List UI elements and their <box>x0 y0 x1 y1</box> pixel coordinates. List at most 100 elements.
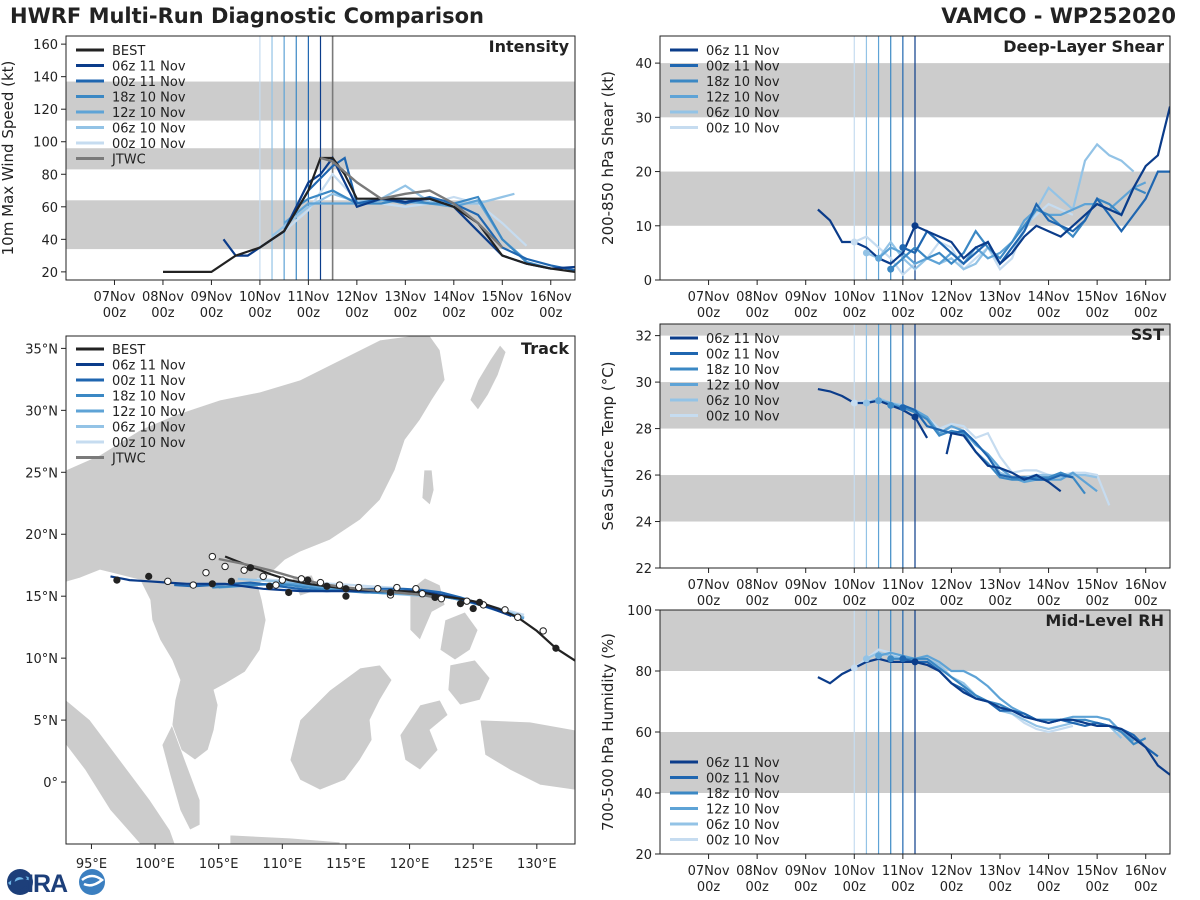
rh-xtick-label: 09Nov <box>785 864 827 879</box>
shear-series-1 <box>902 170 1170 266</box>
track-lat-label: 25°N <box>25 466 58 481</box>
track-jtwc-point <box>272 581 280 589</box>
intensity-xtick-label: 15Nov <box>481 290 523 305</box>
rh-title: Mid-Level RH <box>1045 611 1164 630</box>
track-best-point <box>342 592 350 600</box>
track-jtwc-point <box>221 562 229 571</box>
rh-legend-label: 18z 10 Nov <box>706 787 780 802</box>
sst-plot-area <box>660 324 1170 568</box>
intensity-ytick-label: 40 <box>41 233 58 248</box>
shear-xtick-label: 13Nov <box>979 290 1021 305</box>
track-best-point <box>113 576 121 584</box>
shear-init-marker <box>911 222 919 230</box>
intensity-ytick-label: 140 <box>33 71 58 86</box>
sst-series-2 <box>890 404 1086 495</box>
track-jtwc-point <box>374 585 382 593</box>
sst-xtick-sub: 00z <box>891 594 915 609</box>
sst-xtick-sub: 00z <box>1037 594 1061 609</box>
shear-xtick-label: 07Nov <box>688 290 730 305</box>
sst-xtick-label: 08Nov <box>736 578 778 593</box>
sst-xtick-label: 16Nov <box>1125 578 1167 593</box>
land-mass <box>479 719 575 791</box>
sst-xtick-sub: 00z <box>697 594 721 609</box>
sst-xtick-label: 15Nov <box>1076 578 1118 593</box>
shear-xtick-label: 08Nov <box>736 290 778 305</box>
track-jtwc-line <box>218 557 442 600</box>
track-legend-label: BEST <box>112 343 145 358</box>
intensity-series-1 <box>259 156 575 272</box>
track-best-point <box>323 582 331 590</box>
intensity-title: Intensity <box>489 37 570 56</box>
sst-ytick-label: 28 <box>635 423 652 438</box>
shear-ytick-label: 40 <box>635 57 652 72</box>
track-best-point <box>386 588 395 597</box>
track-best-point <box>431 593 439 602</box>
sst-ylabel: Sea Surface Temp (°C) <box>599 361 617 530</box>
sst-frame <box>659 323 1171 569</box>
rh-xtick-label: 15Nov <box>1076 864 1118 879</box>
intensity-ytick-label: 160 <box>33 38 58 53</box>
shear-ytick-label: 30 <box>635 111 652 126</box>
sst-ytick-label: 30 <box>635 376 652 391</box>
track-jtwc-point <box>335 581 344 589</box>
shear-legend-label: 12z 10 Nov <box>706 91 780 106</box>
intensity-xtick-sub: 00z <box>394 306 418 321</box>
shear-series-2 <box>889 186 1147 271</box>
track-best-point <box>246 564 255 572</box>
track-legend-label: 06z 11 Nov <box>112 359 186 374</box>
rh-init-marker <box>862 655 870 663</box>
shear-init-marker <box>899 243 907 251</box>
sst-legend-label: 06z 11 Nov <box>706 332 780 347</box>
intensity-xtick-sub: 00z <box>539 306 563 321</box>
sst-xtick-sub: 00z <box>794 594 818 609</box>
track-best-point <box>342 585 350 593</box>
cira-logo: CIRA <box>7 869 105 898</box>
sst-xtick-label: 12Nov <box>930 578 972 593</box>
shear-frame <box>659 35 1171 281</box>
intensity-legend-label: JTWC <box>111 153 146 168</box>
sst-ytick-label: 26 <box>635 469 652 484</box>
intensity-ylabel: 10m Max Wind Speed (kt) <box>0 61 17 256</box>
rh-legend-label: 12z 10 Nov <box>706 803 780 818</box>
shear-xtick-sub: 00z <box>1037 306 1061 321</box>
sst-ytick-label: 24 <box>635 516 652 531</box>
rh-xtick-sub: 00z <box>1134 880 1158 895</box>
land-mass <box>421 469 435 506</box>
rh-ytick-label: 20 <box>635 848 652 863</box>
shear-xtick-sub: 00z <box>1085 306 1109 321</box>
shear-xtick-label: 10Nov <box>833 290 875 305</box>
shear-xtick-sub: 00z <box>843 306 867 321</box>
intensity-legend-label: BEST <box>112 44 145 59</box>
sst-xtick-label: 10Nov <box>833 578 875 593</box>
track-legend-label: 00z 10 Nov <box>112 436 186 451</box>
track-lon-label: 125°E <box>453 857 493 872</box>
sst-xtick-sub: 00z <box>1085 594 1109 609</box>
intensity-legend-label: 06z 10 Nov <box>112 122 186 137</box>
sst-legend-label: 12z 10 Nov <box>706 379 780 394</box>
track-lat-label: 30°N <box>25 404 58 419</box>
track-best-point <box>208 580 216 588</box>
intensity-xtick-sub: 00z <box>297 306 321 321</box>
sst-xtick-sub: 00z <box>940 594 964 609</box>
land-mass <box>66 699 176 844</box>
swirl-icon <box>79 869 105 895</box>
track-jtwc-point <box>316 578 325 587</box>
panel-shear: 01020304007Nov00z08Nov00z09Nov00z10Nov00… <box>599 35 1171 321</box>
intensity-best-line <box>163 156 575 273</box>
track-jtwc-point <box>189 581 197 589</box>
track-legend-label: JTWC <box>111 452 146 467</box>
sst-legend-label: 00z 10 Nov <box>706 410 780 425</box>
intensity-ytick-label: 20 <box>41 266 58 281</box>
track-title: Track <box>521 339 569 358</box>
rh-plot-area <box>660 610 1170 854</box>
track-lat-label: 5°N <box>34 714 59 729</box>
rh-legend-label: 00z 10 Nov <box>706 834 780 849</box>
intensity-xtick-sub: 00z <box>200 306 224 321</box>
sst-legend-label: 00z 11 Nov <box>706 348 780 363</box>
intensity-ytick-label: 100 <box>33 136 58 151</box>
sst-series-0 <box>817 388 1062 493</box>
shear-xtick-label: 12Nov <box>930 290 972 305</box>
rh-xtick-sub: 00z <box>843 880 867 895</box>
intensity-xtick-label: 10Nov <box>239 290 281 305</box>
